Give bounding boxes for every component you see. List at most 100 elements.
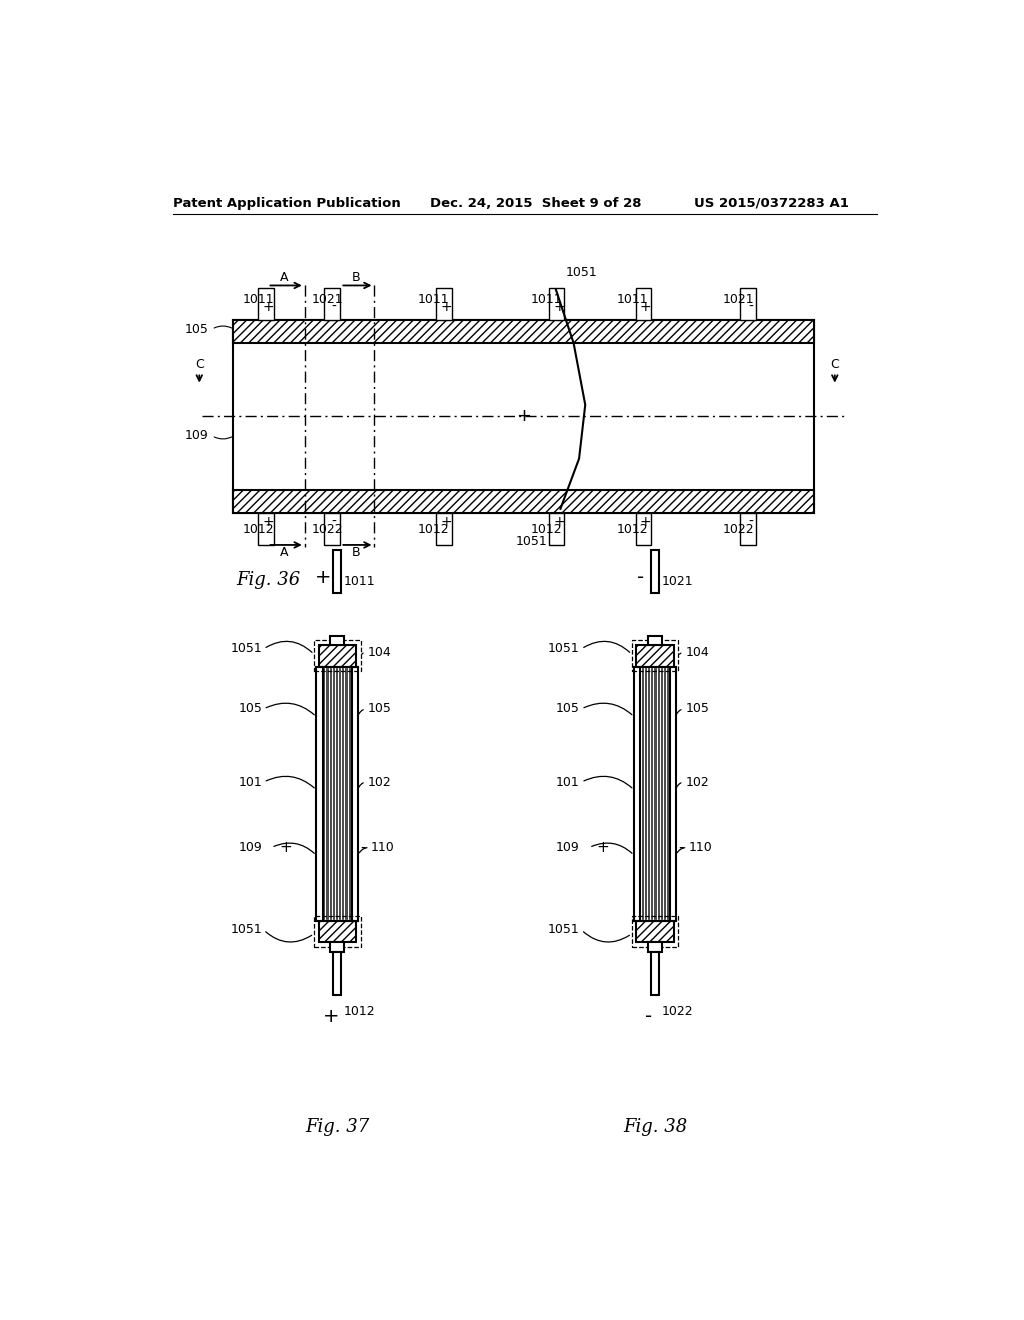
Text: Fig. 37: Fig. 37 xyxy=(305,1118,370,1137)
FancyBboxPatch shape xyxy=(232,321,814,343)
Bar xyxy=(314,640,360,671)
Text: 1011: 1011 xyxy=(617,293,648,306)
Text: +: + xyxy=(640,515,651,529)
Text: 105: 105 xyxy=(368,702,391,715)
Bar xyxy=(318,921,356,942)
Text: 1012: 1012 xyxy=(530,523,562,536)
Text: Fig. 38: Fig. 38 xyxy=(623,1118,687,1137)
Bar xyxy=(632,640,678,671)
Text: +: + xyxy=(553,300,564,314)
Bar xyxy=(651,952,658,995)
Text: -: - xyxy=(678,840,683,855)
Text: 1022: 1022 xyxy=(722,523,754,536)
Text: 109: 109 xyxy=(556,841,580,854)
Text: C: C xyxy=(195,358,204,371)
Text: 1021: 1021 xyxy=(722,293,754,306)
Text: +: + xyxy=(440,515,453,529)
Bar xyxy=(648,636,662,645)
Text: 104: 104 xyxy=(368,647,391,659)
Bar xyxy=(636,512,651,545)
Bar xyxy=(636,921,674,942)
Text: A: A xyxy=(281,271,289,284)
Text: -: - xyxy=(645,1007,652,1026)
Bar xyxy=(331,942,344,952)
Text: 1051: 1051 xyxy=(515,535,547,548)
Text: 105: 105 xyxy=(556,702,580,715)
Text: 104: 104 xyxy=(685,647,709,659)
Text: +: + xyxy=(597,840,609,855)
Text: 1011: 1011 xyxy=(418,293,450,306)
Bar xyxy=(331,636,344,645)
Text: -: - xyxy=(332,300,337,314)
Text: -: - xyxy=(748,515,753,529)
Text: 105: 105 xyxy=(685,702,709,715)
Text: B: B xyxy=(351,546,360,560)
Text: Fig. 36: Fig. 36 xyxy=(237,572,301,589)
Text: -: - xyxy=(332,515,337,529)
Bar xyxy=(324,288,340,321)
Text: 110: 110 xyxy=(688,841,712,854)
Text: 105: 105 xyxy=(184,323,209,335)
Bar xyxy=(549,288,564,321)
Text: 1011: 1011 xyxy=(530,293,562,306)
Text: +: + xyxy=(440,300,453,314)
Bar xyxy=(636,288,651,321)
Text: 102: 102 xyxy=(368,776,391,788)
Bar xyxy=(648,942,662,952)
Bar xyxy=(318,645,356,667)
Text: 1051: 1051 xyxy=(230,643,262,656)
Text: 1012: 1012 xyxy=(617,523,648,536)
Text: +: + xyxy=(262,300,274,314)
Bar xyxy=(258,512,273,545)
Text: 102: 102 xyxy=(685,776,709,788)
Text: 1051: 1051 xyxy=(230,924,262,936)
Bar xyxy=(740,288,756,321)
Text: +: + xyxy=(279,840,292,855)
Text: 1051: 1051 xyxy=(548,643,580,656)
Bar xyxy=(436,288,452,321)
Text: 105: 105 xyxy=(239,702,262,715)
Text: 101: 101 xyxy=(556,776,580,788)
Text: Patent Application Publication: Patent Application Publication xyxy=(173,197,400,210)
Text: -: - xyxy=(638,568,645,587)
Text: 1012: 1012 xyxy=(343,1005,375,1018)
Text: -: - xyxy=(748,300,753,314)
Text: +: + xyxy=(315,568,332,587)
Bar xyxy=(436,512,452,545)
Text: +: + xyxy=(516,408,530,425)
Text: A: A xyxy=(281,546,289,560)
Text: US 2015/0372283 A1: US 2015/0372283 A1 xyxy=(693,197,849,210)
Text: 101: 101 xyxy=(239,776,262,788)
Bar xyxy=(740,512,756,545)
Text: +: + xyxy=(262,515,274,529)
Text: 1011: 1011 xyxy=(243,293,274,306)
Bar xyxy=(314,916,360,946)
Text: -: - xyxy=(360,840,366,855)
Text: B: B xyxy=(351,271,360,284)
Text: 109: 109 xyxy=(185,429,209,442)
Bar xyxy=(651,549,658,593)
Text: 109: 109 xyxy=(239,841,262,854)
Text: +: + xyxy=(553,515,564,529)
Bar xyxy=(258,288,273,321)
Text: 110: 110 xyxy=(371,841,394,854)
Text: Dec. 24, 2015  Sheet 9 of 28: Dec. 24, 2015 Sheet 9 of 28 xyxy=(430,197,642,210)
Text: 1022: 1022 xyxy=(662,1005,693,1018)
Text: 1012: 1012 xyxy=(418,523,450,536)
Bar xyxy=(334,952,341,995)
Bar xyxy=(636,645,674,667)
Bar xyxy=(549,512,564,545)
Text: 1021: 1021 xyxy=(662,574,693,587)
Text: 1051: 1051 xyxy=(548,924,580,936)
Text: 1011: 1011 xyxy=(343,574,375,587)
Text: C: C xyxy=(830,358,840,371)
Bar xyxy=(334,549,341,593)
FancyBboxPatch shape xyxy=(232,321,814,512)
Text: +: + xyxy=(323,1007,339,1026)
Text: 1012: 1012 xyxy=(243,523,274,536)
Bar xyxy=(324,512,340,545)
FancyBboxPatch shape xyxy=(232,490,814,512)
Text: 1021: 1021 xyxy=(311,293,343,306)
Bar xyxy=(632,916,678,946)
Text: 1022: 1022 xyxy=(311,523,343,536)
